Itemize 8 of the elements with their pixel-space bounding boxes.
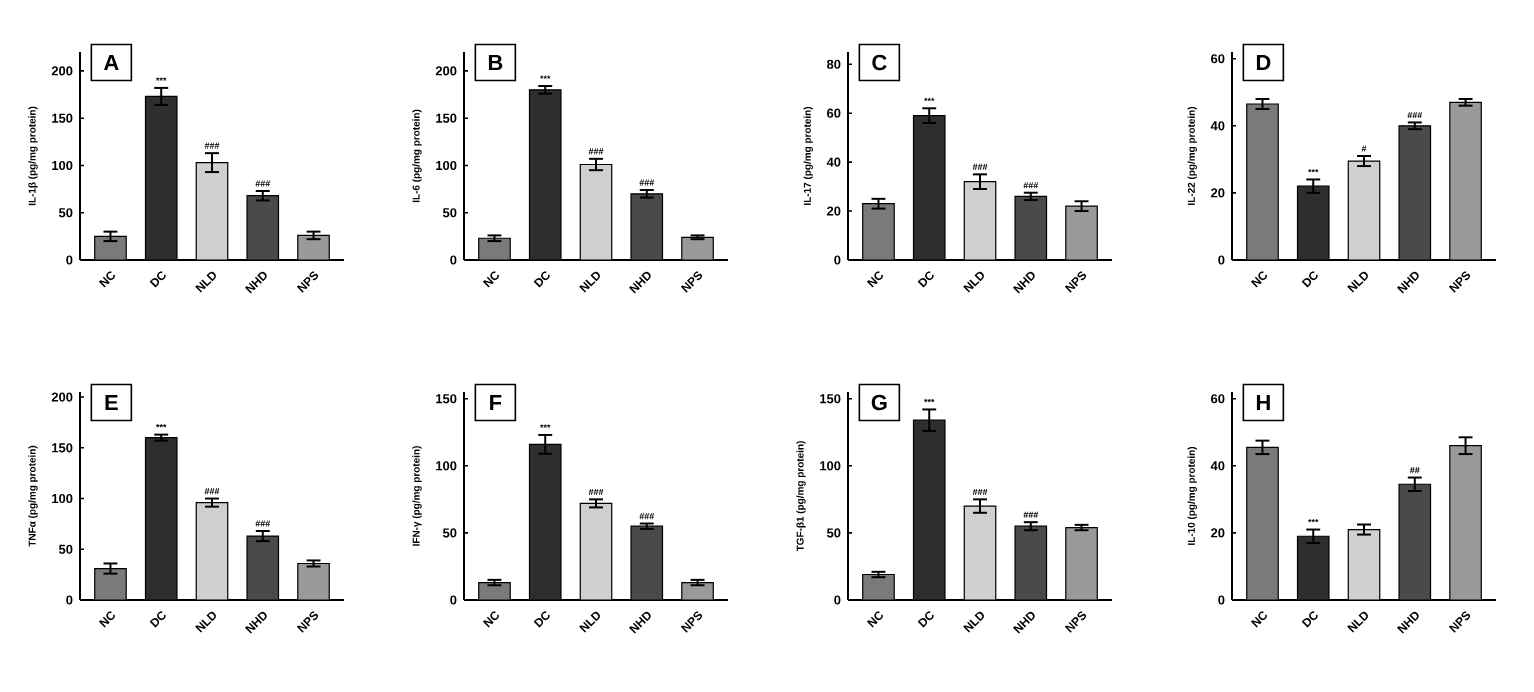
- chart-title: E: [105, 394, 118, 411]
- chart-title: C: [872, 54, 887, 71]
- chart-title: B: [488, 54, 503, 71]
- chart-title: F: [490, 394, 502, 411]
- chart-title: H: [1256, 394, 1270, 411]
- chart-title: D: [1256, 54, 1271, 71]
- chart-title: G: [871, 394, 887, 411]
- chart-title: A: [103, 54, 119, 71]
